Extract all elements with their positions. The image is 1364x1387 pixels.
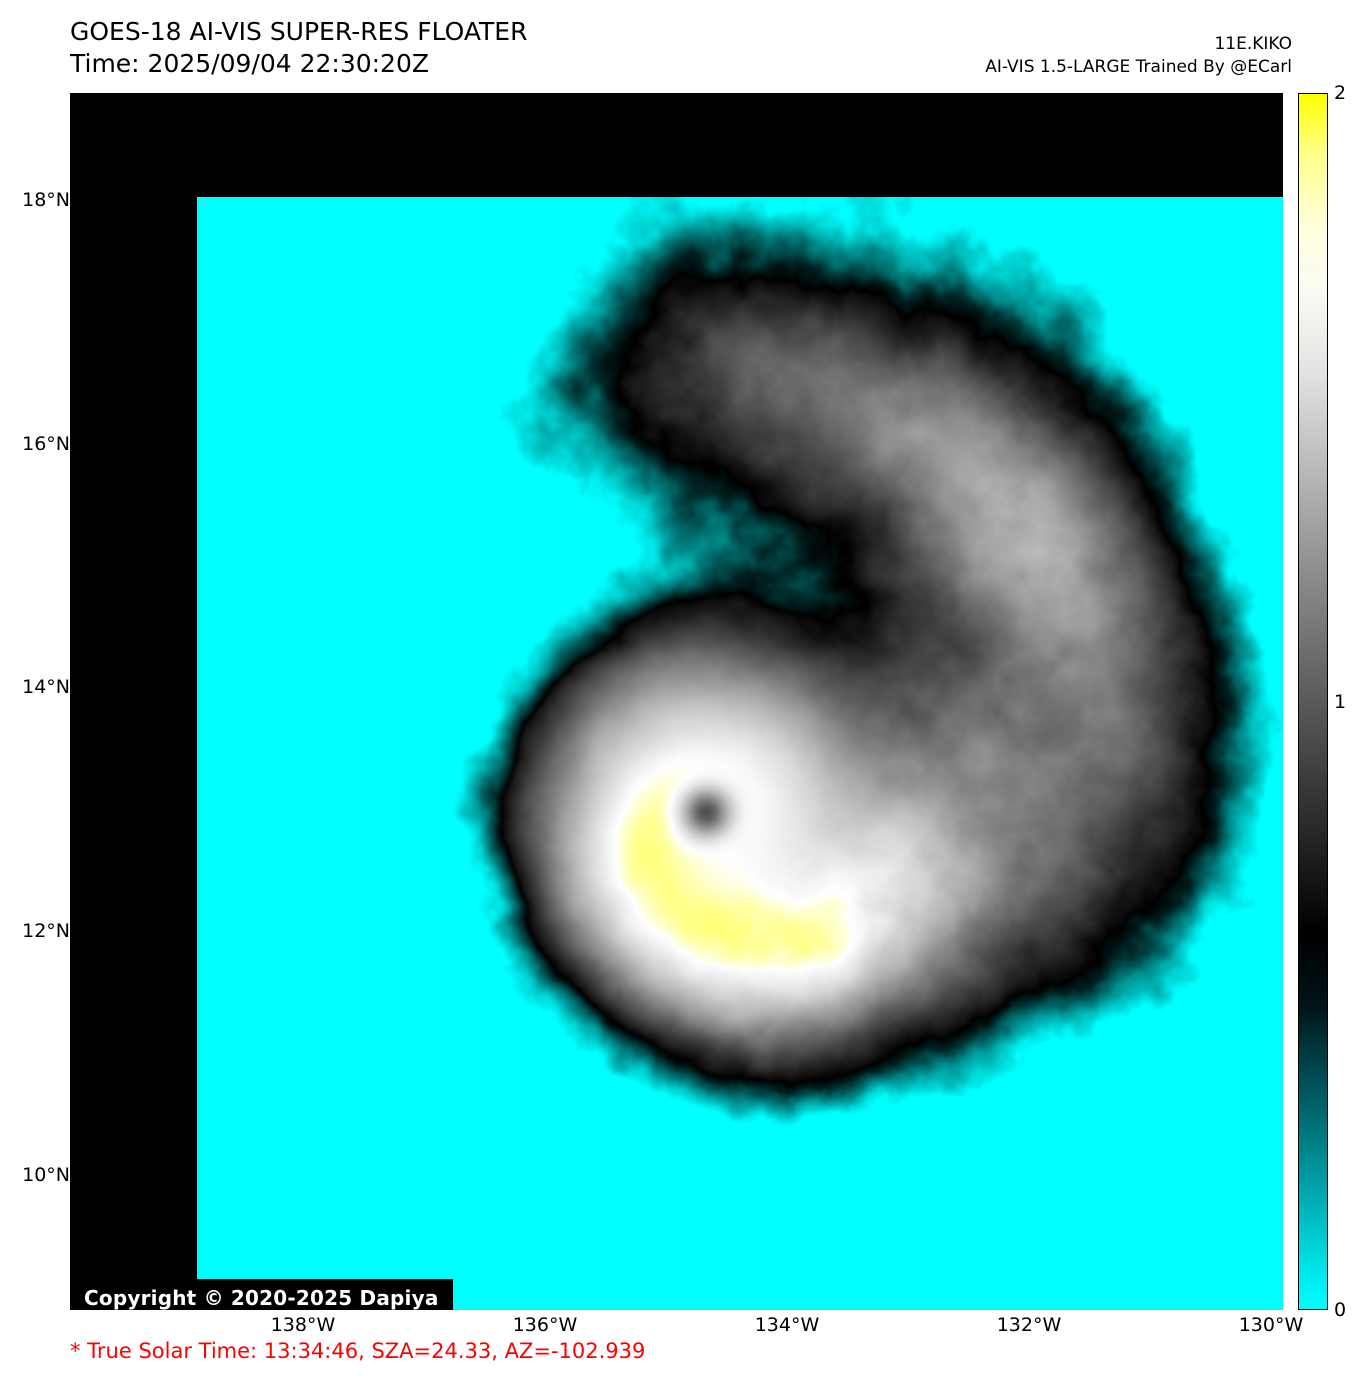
timestamp-label: Time: 2025/09/04 22:30:20Z xyxy=(70,49,429,78)
page-title: GOES-18 AI-VIS SUPER-RES FLOATER xyxy=(70,17,528,46)
colorbar-tick-label: 2 xyxy=(1334,82,1347,104)
y-tick-label: 18°N xyxy=(22,189,70,211)
model-credit-label: AI-VIS 1.5-LARGE Trained By @ECarl xyxy=(985,56,1292,77)
y-tick-label: 12°N xyxy=(22,920,70,942)
colorbar[interactable] xyxy=(1298,93,1328,1310)
y-tick-label: 16°N xyxy=(22,433,70,455)
header-left-block: GOES-18 AI-VIS SUPER-RES FLOATER Time: 2… xyxy=(70,16,527,80)
colorbar-tick-label: 0 xyxy=(1334,1299,1347,1321)
copyright-overlay: Copyright © 2020-2025 Dapiya xyxy=(70,1279,453,1310)
x-tick-label: 134°W xyxy=(754,1314,820,1336)
solar-time-note: * True Solar Time: 13:34:46, SZA=24.33, … xyxy=(70,1339,646,1363)
x-tick-label: 132°W xyxy=(996,1314,1062,1336)
y-tick-label: 10°N xyxy=(22,1164,70,1186)
satellite-canvas xyxy=(197,197,1283,1310)
x-tick-label: 136°W xyxy=(512,1314,578,1336)
y-tick-label: 14°N xyxy=(22,676,70,698)
header-right-block: 11E.KIKO AI-VIS 1.5-LARGE Trained By @EC… xyxy=(985,33,1292,79)
colorbar-tick-label: 1 xyxy=(1334,691,1347,713)
storm-id-label: 11E.KIKO xyxy=(1214,34,1292,54)
satellite-plot-area[interactable]: Copyright © 2020-2025 Dapiya xyxy=(70,93,1283,1310)
satellite-raster xyxy=(197,197,1283,1310)
x-tick-label: 138°W xyxy=(270,1314,336,1336)
x-tick-label: 130°W xyxy=(1238,1314,1304,1336)
